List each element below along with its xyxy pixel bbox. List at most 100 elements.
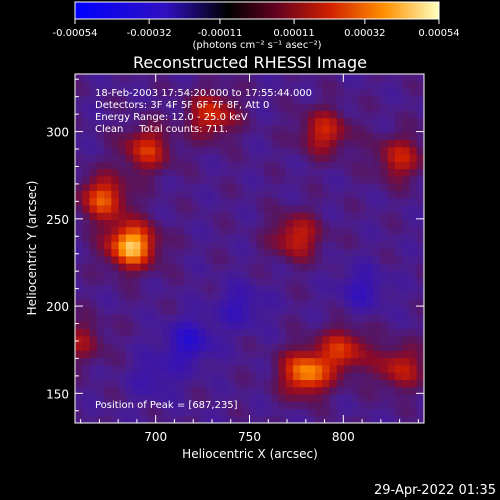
heatmap-cell — [257, 118, 265, 126]
heatmap-cell — [213, 314, 221, 322]
heatmap-cell — [322, 328, 330, 336]
heatmap-cell — [395, 416, 403, 424]
heatmap-cell — [104, 350, 112, 358]
heatmap-cell — [148, 169, 156, 177]
heatmap-cell — [228, 299, 236, 307]
heatmap-cell — [206, 176, 214, 184]
heatmap-cell — [293, 379, 301, 387]
heatmap-cell — [155, 249, 163, 257]
heatmap-cell — [162, 416, 170, 424]
heatmap-cell — [417, 74, 425, 82]
heatmap-cell — [206, 241, 214, 249]
heatmap-cell — [344, 154, 352, 162]
heatmap-cell — [162, 249, 170, 257]
heatmap-cell — [271, 132, 279, 140]
heatmap-cell — [213, 147, 221, 155]
heatmap-cell — [402, 139, 410, 147]
heatmap-cell — [417, 394, 425, 402]
heatmap-cell — [409, 408, 417, 416]
heatmap-cell — [300, 125, 308, 133]
heatmap-cell — [329, 183, 337, 191]
heatmap-cell — [111, 139, 119, 147]
heatmap-cell — [184, 387, 192, 395]
heatmap-cell — [242, 358, 250, 366]
heatmap-cell — [126, 350, 134, 358]
heatmap-cell — [264, 227, 272, 235]
heatmap-cell — [104, 292, 112, 300]
heatmap-cell — [300, 234, 308, 242]
heatmap-cell — [329, 176, 337, 184]
heatmap-cell — [264, 256, 272, 264]
heatmap-cell — [126, 249, 134, 257]
colorbar-gradient — [75, 2, 439, 19]
heatmap-cell — [286, 336, 294, 344]
heatmap-cell — [293, 161, 301, 169]
heatmap-cell — [388, 89, 396, 97]
heatmap-cell — [337, 314, 345, 322]
heatmap-cell — [322, 176, 330, 184]
heatmap-cell — [344, 198, 352, 206]
heatmap-cell — [119, 227, 127, 235]
heatmap-cell — [148, 372, 156, 380]
heatmap-cell — [409, 307, 417, 315]
heatmap-cell — [257, 387, 265, 395]
heatmap-cell — [155, 321, 163, 329]
heatmap-cell — [293, 256, 301, 264]
heatmap-cell — [191, 161, 199, 169]
heatmap-cell — [351, 358, 359, 366]
heatmap-cell — [315, 103, 323, 111]
heatmap-cell — [199, 169, 207, 177]
heatmap-cell — [409, 161, 417, 169]
heatmap-cell — [257, 350, 265, 358]
heatmap-cell — [417, 307, 425, 315]
heatmap-cell — [366, 256, 374, 264]
heatmap-cell — [402, 307, 410, 315]
heatmap-cell — [264, 350, 272, 358]
heatmap-cell — [257, 263, 265, 271]
heatmap-cell — [213, 379, 221, 387]
heatmap-cell — [402, 183, 410, 191]
heatmap-cell — [373, 314, 381, 322]
heatmap-cell — [148, 321, 156, 329]
heatmap-cell — [155, 372, 163, 380]
heatmap-cell — [199, 205, 207, 213]
heatmap-cell — [366, 278, 374, 286]
heatmap-cell — [308, 183, 316, 191]
heatmap-cell — [148, 198, 156, 206]
heatmap-cell — [308, 118, 316, 126]
heatmap-cell — [395, 365, 403, 373]
heatmap-cell — [177, 365, 185, 373]
heatmap-cell — [344, 139, 352, 147]
heatmap-cell — [75, 74, 83, 82]
heatmap-cell — [271, 161, 279, 169]
heatmap-cell — [126, 365, 134, 373]
heatmap-cell — [351, 110, 359, 118]
heatmap-cell — [293, 169, 301, 177]
heatmap-cell — [308, 358, 316, 366]
heatmap-cell — [148, 212, 156, 220]
heatmap-cell — [293, 416, 301, 424]
heatmap-cell — [308, 343, 316, 351]
heatmap-cell — [162, 256, 170, 264]
heatmap-cell — [409, 416, 417, 424]
heatmap-cell — [293, 234, 301, 242]
heatmap-cell — [417, 328, 425, 336]
heatmap-cell — [308, 147, 316, 155]
heatmap-cell — [388, 270, 396, 278]
heatmap-cell — [257, 278, 265, 286]
heatmap-cell — [308, 401, 316, 409]
heatmap-cell — [250, 408, 258, 416]
heatmap-cell — [242, 132, 250, 140]
heatmap-cell — [344, 263, 352, 271]
heatmap-cell — [366, 249, 374, 257]
heatmap-cell — [97, 270, 105, 278]
heatmap-cell — [337, 89, 345, 97]
heatmap-cell — [308, 263, 316, 271]
heatmap-cell — [155, 343, 163, 351]
heatmap-cell — [155, 350, 163, 358]
heatmap-cell — [250, 234, 258, 242]
heatmap-cell — [315, 285, 323, 293]
heatmap-cell — [82, 387, 90, 395]
heatmap-cell — [177, 227, 185, 235]
heatmap-cell — [133, 299, 141, 307]
